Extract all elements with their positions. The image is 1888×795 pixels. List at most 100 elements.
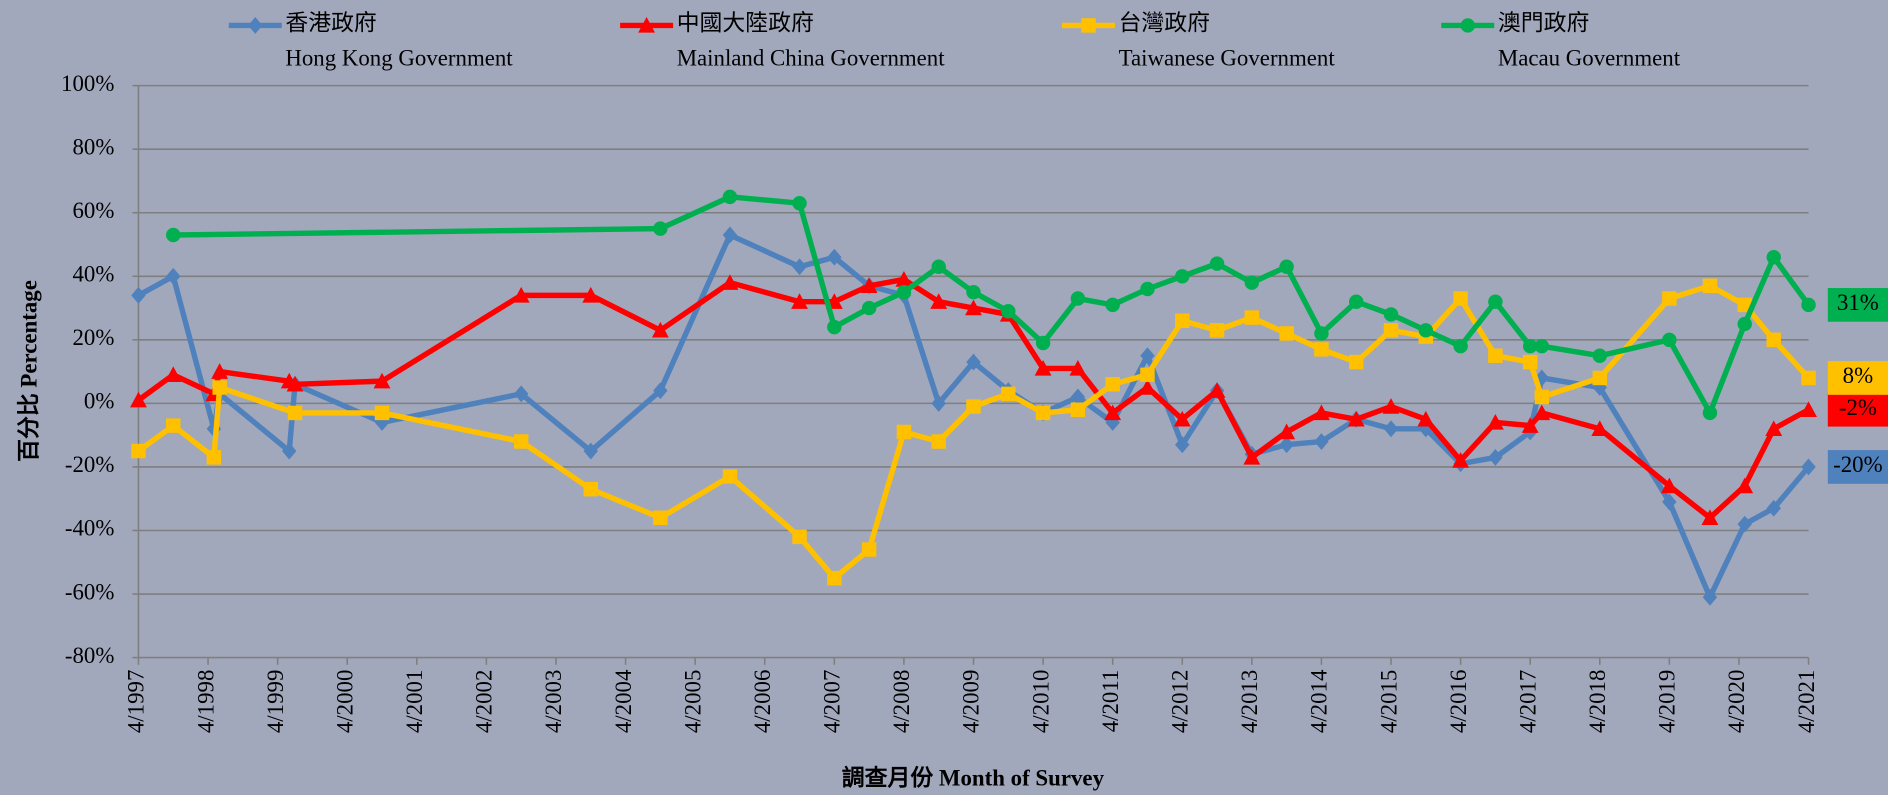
point [287,405,303,421]
point [1522,354,1538,370]
point [721,274,739,290]
point [1314,326,1329,341]
point [792,195,807,211]
point [582,286,600,303]
point [1801,458,1816,476]
point [1034,360,1052,376]
point [930,293,948,309]
point [966,284,981,300]
point [166,227,181,243]
point [1534,389,1550,405]
point [861,300,877,316]
point [1208,382,1226,398]
point [513,434,529,449]
point [965,299,982,316]
point [1592,348,1607,363]
point [1486,414,1504,430]
point [1737,297,1752,313]
point [653,221,668,236]
legend-label: 香港政府 [285,11,376,36]
point [1347,410,1365,427]
point [792,529,807,545]
x-tick-label: 4/2002 [472,670,497,733]
point [286,375,304,392]
point [1279,436,1294,454]
point [1001,386,1016,402]
point [1800,401,1817,417]
point [1140,347,1155,365]
point [1453,338,1468,354]
point [1348,294,1364,309]
x-tick-label: 4/2014 [1307,669,1332,733]
point [166,267,181,285]
point [1105,297,1120,313]
point [1488,294,1503,309]
x-tick-label: 4/1997 [124,670,149,734]
point [1702,405,1718,421]
y-tick-label: -20% [65,452,115,477]
point [164,366,182,383]
point [827,319,842,335]
point [1766,250,1781,265]
value-label: -20% [1833,452,1883,477]
x-tick-label: 4/2006 [750,670,775,734]
point [583,442,599,460]
point [1662,291,1677,306]
point [1244,310,1260,325]
point [1314,342,1329,357]
point [206,450,222,465]
point [1348,354,1364,370]
legend-label: 澳門政府 [1498,11,1589,36]
legend-label: 中國大陸政府 [677,11,814,36]
x-tick-label: 4/2004 [611,669,636,733]
value-label-box [1827,450,1888,484]
x-tick-label: 4/1999 [263,670,288,734]
point [1175,269,1190,284]
x-tick-label: 4/2021 [1794,670,1819,734]
point [130,391,147,408]
point [1737,316,1752,332]
x-tick-label: 4/2009 [959,670,984,734]
y-tick-label: 100% [61,71,114,96]
point [1209,323,1225,338]
value-label-box [1827,392,1888,427]
x-tick-label: 4/2020 [1724,670,1749,734]
point [1279,326,1294,341]
point [1140,281,1155,297]
x-tick-label: 4/2017 [1515,670,1540,734]
legend-label-en: Taiwanese Government [1119,46,1336,71]
point [860,277,878,294]
legend-label-en: Macau Government [1498,46,1681,71]
point [1070,402,1086,417]
x-tick-label: 4/2019 [1655,670,1680,734]
point [374,405,390,421]
legend-label: 台灣政府 [1119,11,1210,36]
point [583,481,599,497]
x-tick-label: 4/2000 [332,670,357,734]
point [1279,259,1294,274]
point [373,372,391,389]
point [1244,275,1260,290]
point [931,434,946,449]
x-tick-label: 4/2003 [541,670,566,734]
point [1702,588,1718,606]
point [1736,477,1754,494]
y-tick-label: 60% [72,198,114,223]
x-tick-label: 4/2018 [1585,670,1610,734]
point [512,286,530,303]
point [1035,335,1051,351]
point [895,271,913,287]
legend-label-en: Hong Kong Government [285,46,513,71]
point [791,293,808,309]
point [1591,420,1609,437]
point [653,382,668,400]
point [1313,404,1330,421]
y-tick-label: -60% [65,579,115,604]
point [1070,388,1086,406]
value-label-box [1827,361,1888,395]
point [1765,420,1783,437]
point [131,443,146,459]
point [1209,256,1225,271]
